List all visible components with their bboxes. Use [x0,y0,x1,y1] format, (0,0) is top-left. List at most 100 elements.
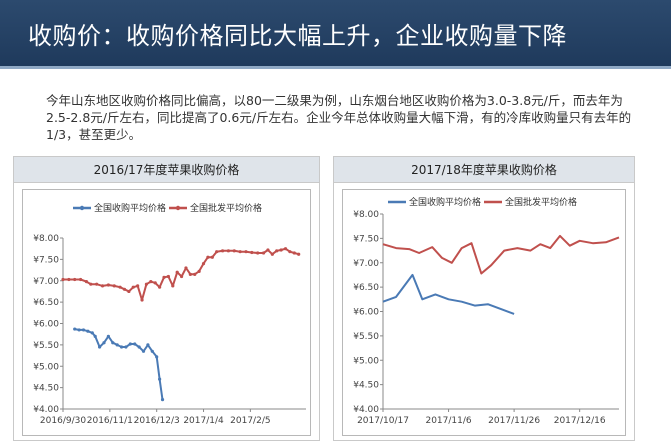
data-point [90,331,94,335]
y-tick-label: ¥7.50 [353,234,379,244]
data-point [232,249,236,253]
data-point [131,285,135,289]
page-title: 收购价：收购价格同比大幅上升，企业收购量下降 [28,21,567,50]
data-point [149,280,153,284]
series-line-purchase [382,273,515,315]
data-point [95,282,99,286]
data-point [78,277,83,282]
y-tick-label: ¥7.00 [353,259,379,269]
data-point [179,274,184,279]
data-point [160,397,165,402]
data-point [118,285,122,289]
series-line-purchase [74,328,164,400]
data-point [67,277,71,282]
data-point [128,342,132,346]
y-tick-label: ¥5.50 [33,341,59,351]
data-point [220,249,225,253]
data-point [61,277,65,282]
data-point [102,341,106,345]
x-tick-label: 2017/1/4 [183,416,224,426]
data-point [146,343,150,347]
plot-frame: ¥8.00 ¥7.50 ¥7.00 ¥6.50 ¥6.00 ¥5.50 ¥5.00 ¥4.50… [342,189,626,436]
data-point [261,251,266,255]
data-point [162,275,166,279]
data-point [133,342,137,346]
data-point [140,298,144,302]
data-point [127,289,131,294]
intro-paragraph: 今年山东地区收购价格同比偏高，以80一二级果为例，山东烟台地区收购价格为3.0-… [46,93,632,142]
data-point [206,255,210,259]
data-point [166,274,170,279]
data-point [112,284,116,288]
data-point [188,272,192,276]
x-tick-label: 2017/11/6 [425,416,471,426]
data-point [111,341,115,345]
legend-label: 全国收购平均价格 [409,196,481,208]
data-point [100,284,105,288]
data-point [266,248,270,252]
y-tick-label: ¥7.00 [33,277,59,287]
line-chart-2017-18: ¥8.00 ¥7.50 ¥7.00 ¥6.50 ¥6.00 ¥5.50 ¥5.00 ¥4.50… [353,196,620,426]
data-point [226,249,231,253]
data-point [155,355,159,359]
series-line-wholesale [382,234,620,275]
data-point [275,249,279,253]
data-point [84,280,89,284]
data-point [270,252,274,256]
data-point [106,334,110,338]
legend-marker [79,205,85,211]
y-tick-label: ¥6.50 [353,283,379,293]
y-tick-label: ¥4.00 [353,405,379,415]
data-point [171,284,175,288]
data-point [292,251,296,255]
y-tick-label: ¥7.50 [33,255,59,265]
data-point [73,327,77,331]
x-tick-label: 2017/12/16 [554,416,606,426]
data-point [201,262,206,266]
data-point [86,329,90,333]
data-point [279,248,283,252]
data-point [119,345,124,349]
y-tick-label: ¥4.00 [33,405,59,415]
data-point [89,282,93,286]
data-point [77,328,81,332]
y-tick-label: ¥6.50 [33,298,59,308]
data-point [238,250,242,254]
data-point [184,266,188,270]
data-point [93,334,97,338]
title-bar: 收购价：收购价格同比大幅上升，企业收购量下降 [0,0,671,66]
data-point [124,345,128,349]
data-point [283,247,288,251]
data-point [141,349,146,353]
data-point [256,251,260,255]
y-tick-label: ¥4.50 [33,384,59,394]
data-point [106,283,110,287]
data-point [288,250,292,254]
plot-frame: ¥8.00 ¥7.50 ¥7.00 ¥6.50 ¥6.00 ¥5.50 ¥5.00 ¥4.50… [22,189,311,436]
data-point [193,272,197,276]
data-point [158,285,162,289]
legend-label: 全国收购平均价格 [94,202,166,214]
legend-marker [175,205,181,211]
data-point [244,250,248,254]
x-tick-label: 2016/9/30 [40,416,86,426]
data-point [215,250,219,254]
legend-label: 全国批发平均价格 [505,196,577,208]
x-tick-label: 2016/11/1 [87,416,133,426]
y-tick-label: ¥4.50 [353,381,379,391]
x-tick-label: 2017/10/17 [357,416,409,426]
data-point [97,345,102,349]
legend-label: 全国批发平均价格 [190,202,262,214]
x-tick-label: 2017/2/5 [230,416,270,426]
chart-panel-2017-18: 2017/18年度苹果收购价格 ¥8.00 ¥7.50 ¥7.00 ¥6.50 ¥6.0… [333,156,635,441]
data-point [144,282,149,286]
data-point [81,328,86,332]
x-tick-label: 2017/11/26 [488,416,540,426]
data-point [210,255,214,259]
line-chart-2016-17: ¥8.00 ¥7.50 ¥7.00 ¥6.50 ¥6.00 ¥5.50 ¥5.00 ¥4.50… [33,202,306,426]
data-point [158,377,162,381]
data-point [73,277,77,282]
data-point [250,250,254,255]
data-point [136,284,140,288]
title-divider [0,66,671,69]
